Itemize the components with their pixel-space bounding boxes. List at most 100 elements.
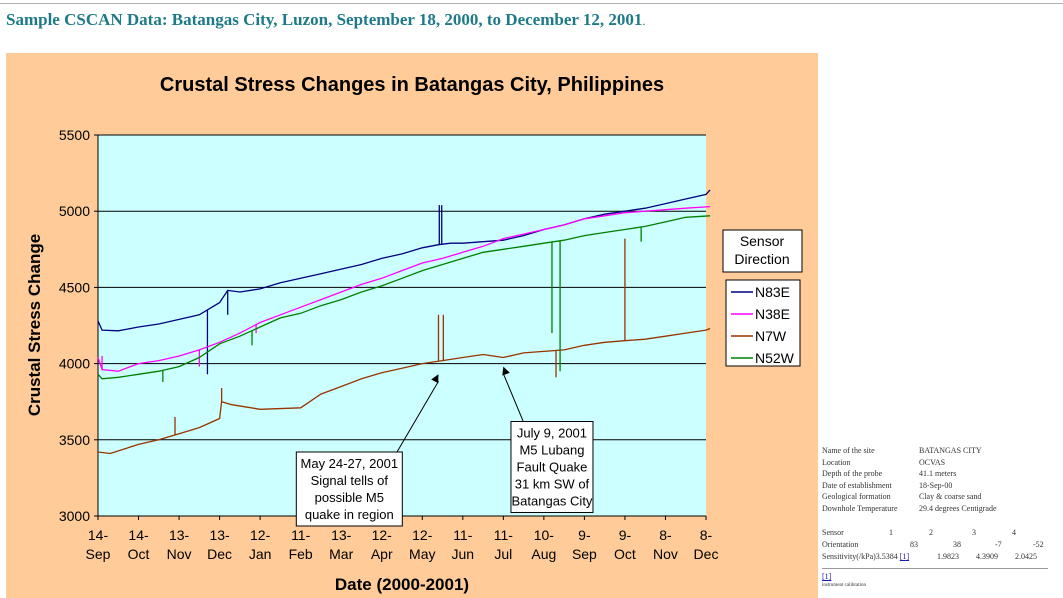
site-info-value: 18-Sep-00 (919, 480, 953, 490)
x-tick-label-bottom: Nov (167, 546, 192, 562)
annotation-text: Fault Quake (517, 460, 588, 475)
sensor-number: 3 (972, 528, 976, 537)
site-info-value: OCVAS (919, 457, 946, 467)
legend-label-n83e: N83E (755, 284, 790, 300)
page-heading-text: Sample CSCAN Data: Batangas City, Luzon,… (6, 10, 643, 29)
x-tick-label-bottom: Aug (531, 546, 556, 562)
x-tick-label-bottom: Dec (207, 546, 232, 562)
legend-label-n38e: N38E (755, 306, 790, 322)
x-tick-label-top: 11- (291, 527, 311, 543)
sensitivity-row: Sensitivity(/kPa)3.5384 [1] (822, 552, 910, 561)
orientation-value: 38 (953, 540, 961, 549)
page-heading: Sample CSCAN Data: Batangas City, Luzon,… (6, 10, 645, 30)
site-info-value: BATANGAS CITY (919, 446, 982, 455)
chart-title: Crustal Stress Changes in Batangas City,… (160, 74, 664, 96)
x-axis-label: Date (2000-2001) (335, 575, 469, 594)
sensitivity-value: 1.9823 (937, 552, 959, 561)
sensor-label: Sensor (822, 528, 844, 537)
x-tick-label-top: 9- (619, 527, 632, 543)
series-line-n7w (97, 327, 711, 455)
legend-label-n7w: N7W (755, 328, 787, 344)
site-info-label: Location (822, 457, 851, 467)
x-tick-label-top: 12- (372, 527, 393, 543)
annotation-text: Batangas City (512, 494, 593, 509)
top-divider (0, 3, 1063, 4)
y-tick-label: 4000 (59, 356, 90, 372)
x-tick-label-top: 8- (659, 527, 672, 543)
x-tick-label-top: 13- (331, 527, 352, 543)
x-tick-label-top: 13- (209, 527, 230, 543)
orientation-value: -7 (995, 540, 1002, 549)
x-tick-label-bottom: Jul (494, 546, 512, 562)
y-tick-label: 5000 (59, 203, 90, 219)
annotation-text: May 24-27, 2001 (301, 456, 399, 471)
annotation-text: 31 km SW of (515, 477, 590, 492)
annotation-text: Signal tells of (311, 473, 389, 488)
x-tick-label-bottom: Oct (128, 546, 150, 562)
x-tick-label-bottom: Oct (614, 546, 636, 562)
orientation-value: -52 (1033, 540, 1044, 549)
legend-box (725, 279, 801, 367)
annotation-arrowhead (502, 366, 510, 376)
site-info-label: Depth of the probe (822, 469, 883, 479)
footnote-ref-link[interactable]: [1] (822, 572, 832, 581)
sensitivity-value: 2.0425 (1015, 552, 1037, 561)
annotation-arrow (502, 373, 524, 422)
site-info-value: Clay & coarse sand (919, 492, 982, 502)
legend-title-text: Sensor (740, 233, 785, 249)
annotation-box (295, 451, 403, 527)
y-tick-label: 5500 (59, 127, 90, 143)
x-tick-label-bottom: Mar (329, 546, 353, 562)
x-tick-label-top: 14- (128, 527, 149, 543)
annotation-text: M5 Lubang (519, 443, 584, 458)
sensor-number: 2 (929, 528, 933, 537)
sensitivity-footnote-link[interactable]: [1] (899, 552, 910, 561)
y-tick-label: 3000 (59, 508, 90, 524)
x-tick-label-bottom: Apr (371, 546, 393, 562)
annotation-text: possible M5 (315, 490, 384, 505)
site-info-value: 29.4 degrees Centigrade (919, 504, 997, 513)
x-tick-label-bottom: Sep (86, 546, 111, 562)
y-tick-label: 3500 (59, 432, 90, 448)
x-tick-label-bottom: Jun (452, 546, 475, 562)
sensor-number: 1 (889, 528, 893, 537)
orientation-label: Orientation (822, 540, 859, 549)
orientation-value: 83 (910, 540, 918, 549)
x-tick-label-top: 11- (453, 527, 473, 543)
y-axis-label: Crustal Stress Change (25, 234, 44, 416)
footnote-separator (822, 568, 1048, 569)
x-tick-label-bottom: May (409, 546, 435, 562)
stress-chart: 3000 3500 4000 4500 5000 5500 14- Sep 14- Oct 13- N… (6, 53, 818, 598)
x-tick-label-bottom: Nov (653, 546, 678, 562)
sensitivity-value: 4.3909 (976, 552, 998, 561)
x-tick-label-top: 12- (250, 527, 271, 543)
x-tick-label-top: 8- (700, 527, 713, 543)
site-info-label: Downhole Temperature (822, 504, 898, 513)
x-tick-label-bottom: Feb (289, 546, 313, 562)
site-info-label: Geological formation (822, 492, 891, 502)
site-info-label: Date of establishment (822, 480, 892, 490)
footnote-text: instrument calibration (822, 583, 867, 588)
x-tick-label-top: 14- (88, 527, 109, 543)
annotation-text: quake in region (305, 507, 394, 522)
page-heading-suffix: . (642, 14, 646, 28)
series-line-n83e (97, 189, 711, 332)
annotation-arrow (396, 381, 439, 453)
x-tick-label-top: 13- (169, 527, 190, 543)
legend-title-text: Direction (734, 251, 789, 267)
site-info-label: Name of the site (822, 446, 875, 455)
series-line-n52w (97, 215, 711, 380)
sensor-number: 4 (1012, 528, 1016, 537)
legend-title-box (722, 229, 803, 273)
y-tick-label: 4500 (59, 279, 90, 295)
series-line-n38e (97, 205, 711, 372)
x-tick-label-top: 10- (534, 527, 555, 543)
x-tick-label-top: 11- (494, 527, 514, 543)
x-tick-label-bottom: Dec (694, 546, 719, 562)
annotation-box (510, 421, 594, 514)
x-tick-label-bottom: Sep (572, 546, 597, 562)
x-tick-label-bottom: Jan (249, 546, 272, 562)
annotation-arrowhead (431, 374, 439, 384)
annotation-text: July 9, 2001 (517, 426, 587, 441)
legend-label-n52w: N52W (755, 350, 795, 366)
